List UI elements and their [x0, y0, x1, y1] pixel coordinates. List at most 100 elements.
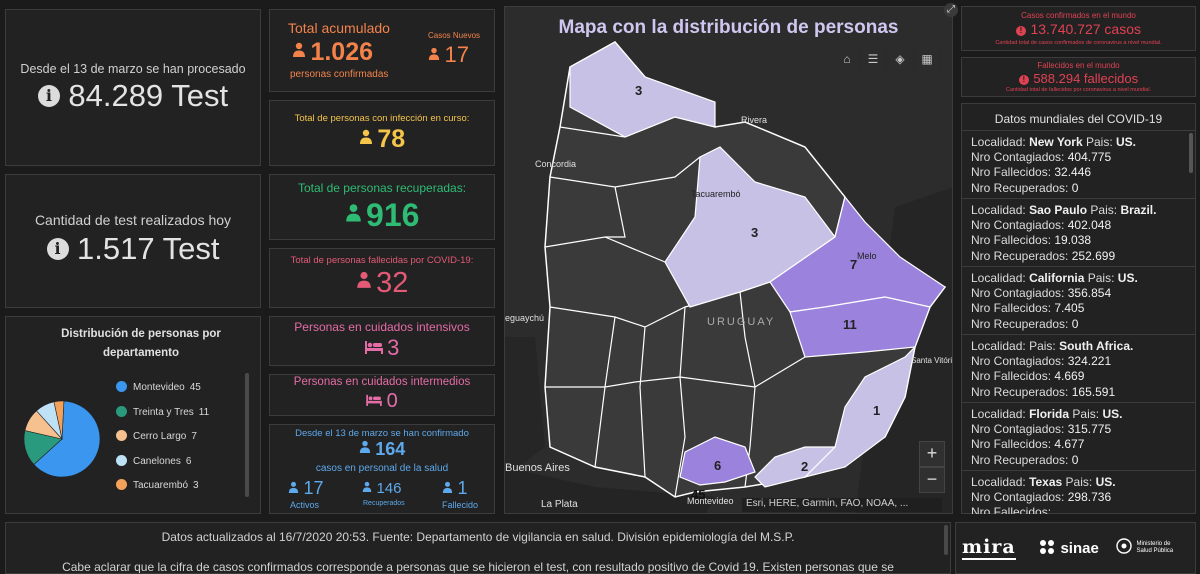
person-icon	[356, 271, 371, 288]
world-list-label: Localidad:	[971, 135, 1026, 149]
pie-panel: Distribución de personas por departament…	[5, 316, 261, 514]
world-list-item[interactable]: Localidad: Sao Paulo Pais: Brazil. Nro Co…	[961, 198, 1196, 266]
world-list-label: Pais:	[1085, 135, 1113, 149]
world-list-line: Localidad: Sao Paulo Pais: Brazil.	[971, 203, 1186, 218]
mira-logo: mira	[962, 536, 1016, 560]
legend-scrollbar[interactable]	[245, 373, 249, 497]
legend-item[interactable]: Montevideo 45	[116, 381, 242, 406]
zoom-out-button[interactable]: −	[919, 467, 945, 493]
legend-item[interactable]: Cerro Largo 7	[116, 430, 242, 455]
dept-rocha[interactable]	[803, 345, 916, 479]
world-list-scrollbar[interactable]	[1189, 133, 1193, 173]
world-list-line: Localidad: Texas Pais: US.	[971, 475, 1186, 490]
pie-slice-0[interactable]	[33, 400, 101, 478]
person-icon	[345, 204, 361, 222]
world-list[interactable]: Localidad: New York Pais: US. Nro Contagi…	[961, 130, 1196, 514]
world-list-line: Nro Fallecidos: 4.677	[971, 437, 1186, 452]
world-cases-sub: Cantidad total de casos confirmados de c…	[995, 40, 1162, 46]
sinae-mark-icon	[1040, 540, 1054, 554]
recuperadas-panel: Total de personas recuperadas: 916	[269, 174, 495, 240]
pie-chart[interactable]	[22, 399, 102, 479]
world-list-value: 324.221	[1067, 354, 1112, 369]
world-list-item[interactable]: Localidad: California Pais: US. Nro Conta…	[961, 266, 1196, 334]
home-icon[interactable]: ⌂	[836, 48, 858, 70]
legend-item[interactable]: Tacuarembó 3	[116, 479, 242, 504]
expand-icon[interactable]: ⤢	[944, 3, 958, 17]
world-list-line: Nro Recuperados: 0	[971, 181, 1186, 196]
legend-swatch	[116, 479, 127, 490]
acumulado-sub: personas confirmadas	[290, 69, 389, 80]
recuperados-value: 146	[376, 480, 402, 497]
map-attribution[interactable]: Esri, HERE, Garmin, FAO, NOAA, ...	[742, 498, 942, 512]
legend-value: 6	[185, 455, 192, 467]
world-list-value: 402.048	[1067, 218, 1112, 233]
layers-icon[interactable]: ◈	[889, 48, 911, 70]
bed-icon	[364, 341, 383, 354]
world-list-label: Nro Contagiados:	[971, 218, 1065, 233]
map-panel[interactable]: 3 3 7 11 1 2 6 45 Rivera Concordia Tacua…	[504, 6, 953, 514]
legend-value: 7	[191, 431, 197, 442]
place-la-plata: La Plata	[541, 499, 578, 510]
world-list-value: New York	[1029, 135, 1083, 149]
info-icon: i	[46, 238, 69, 260]
sinae-logo: sinae	[1038, 538, 1099, 558]
cti-panel: Personas en cuidados intensivos 3	[269, 316, 495, 366]
world-list-item[interactable]: Localidad: Texas Pais: US. Nro Contagiado…	[961, 470, 1196, 514]
bed-icon	[366, 394, 382, 406]
dept-canelones[interactable]	[679, 436, 756, 486]
world-list-label: Nro Recuperados:	[971, 316, 1069, 331]
msp-seal-icon	[1116, 538, 1132, 554]
pie-slice-4[interactable]	[53, 400, 65, 440]
legend-swatch	[116, 381, 127, 392]
legend-value: 3	[193, 480, 199, 491]
world-list-line: Nro Fallecidos: 32.446	[971, 165, 1186, 180]
world-list-value: US.	[1116, 135, 1137, 149]
world-list-line: Nro Recuperados: 0	[971, 453, 1186, 468]
world-list-value: California	[1029, 271, 1085, 285]
intermedios-title: Personas en cuidados intermedios	[293, 376, 471, 388]
world-list-line: Nro Recuperados: 252.699	[971, 249, 1186, 264]
world-list-value: US.	[1117, 271, 1138, 285]
world-list-label: Nro Recuperados:	[971, 384, 1069, 399]
world-list-value: 19.038	[1054, 233, 1092, 248]
world-list-item[interactable]: Localidad: Pais: South Africa. Nro Contag…	[961, 334, 1196, 402]
world-list-label: Localidad:	[971, 407, 1026, 421]
zoom-in-button[interactable]: +	[919, 441, 945, 467]
place-rivera: Rivera	[741, 115, 767, 125]
en-curso-value: 78	[377, 125, 406, 153]
world-list-label: Nro Contagiados:	[971, 354, 1065, 369]
world-deaths-title: Fallecidos en el mundo	[1037, 61, 1120, 70]
intermedios-panel: Personas en cuidados intermedios 0	[269, 374, 495, 416]
world-list-label: Pais:	[1090, 203, 1118, 217]
recuperadas-title: Total de personas recuperadas:	[297, 181, 467, 195]
tests-today-label: Cantidad de test realizados hoy	[34, 212, 232, 228]
recuperados-label: Recuperados	[363, 500, 405, 507]
list-icon[interactable]: ☰	[862, 48, 884, 70]
count-canelones: 6	[714, 458, 721, 473]
world-list-item[interactable]: Localidad: New York Pais: US. Nro Contagi…	[961, 130, 1196, 198]
footer-line1: Datos actualizados al 16/7/2020 20:53. F…	[161, 530, 795, 544]
world-list-label: Localidad:	[971, 203, 1026, 217]
world-cases-title: Casos confirmados en el mundo	[1021, 11, 1136, 20]
world-list-value: 0	[1071, 452, 1079, 467]
footer-scrollbar[interactable]	[944, 525, 948, 555]
salud-sub: casos en personal de la salud	[315, 463, 449, 474]
person-icon	[442, 481, 453, 493]
dept-maldonado[interactable]	[754, 446, 837, 488]
dept-treinta-y-tres[interactable]	[789, 296, 931, 358]
world-list-item[interactable]: Localidad: Florida Pais: US. Nro Contagia…	[961, 402, 1196, 470]
uruguay-map[interactable]: 3 3 7 11 1 2 6 45 Rivera Concordia Tacua…	[505, 7, 953, 514]
world-list-value: Brazil.	[1120, 203, 1157, 217]
world-list-label: Nro Contagiados:	[971, 422, 1065, 437]
legend-item[interactable]: Canelones 6	[116, 454, 242, 480]
intermedios-value: 0	[386, 390, 398, 412]
world-list-line: Nro Contagiados: 324.221	[971, 354, 1186, 369]
legend-item[interactable]: Treinta y Tres 11	[116, 405, 242, 431]
dept-artigas[interactable]	[569, 41, 716, 138]
world-list-value: Texas	[1029, 475, 1063, 489]
place-santa-vitoria-text: Santa Vitória do Palmar	[911, 356, 953, 365]
place-montevideo: Montevideo	[687, 496, 734, 506]
legend-name: Tacuarembó	[133, 480, 189, 491]
world-list-value: 315.775	[1067, 422, 1112, 437]
qr-icon[interactable]: ▦	[916, 48, 938, 70]
